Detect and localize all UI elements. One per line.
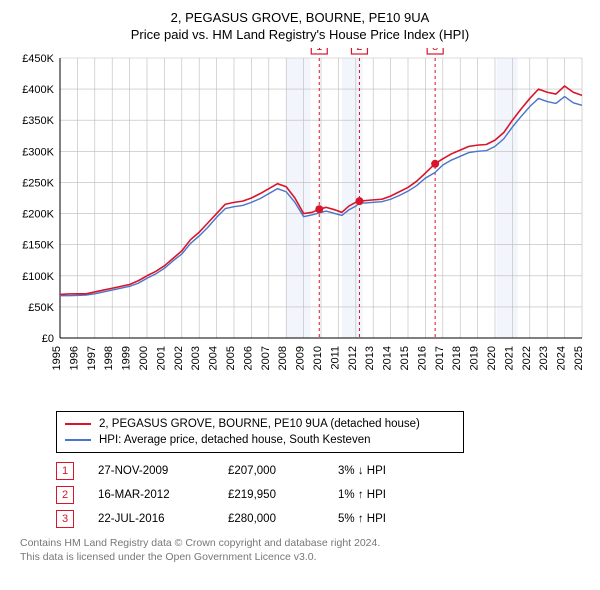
svg-text:£200K: £200K: [22, 209, 54, 221]
sale-badge: 1: [56, 462, 74, 480]
legend-label: 2, PEGASUS GROVE, BOURNE, PE10 9UA (deta…: [99, 418, 420, 430]
svg-text:2009: 2009: [295, 346, 307, 370]
title-block: 2, PEGASUS GROVE, BOURNE, PE10 9UA Price…: [10, 10, 590, 42]
svg-text:2001: 2001: [155, 346, 167, 370]
legend-box: 2, PEGASUS GROVE, BOURNE, PE10 9UA (deta…: [56, 411, 464, 453]
legend-label: HPI: Average price, detached house, Sout…: [99, 434, 371, 446]
legend-swatch: [65, 423, 91, 425]
footer-attribution: Contains HM Land Registry data © Crown c…: [20, 537, 590, 564]
legend-swatch: [65, 439, 91, 441]
chart-container: 2, PEGASUS GROVE, BOURNE, PE10 9UA Price…: [0, 0, 600, 572]
svg-text:£100K: £100K: [22, 271, 54, 283]
sale-badge: 3: [56, 510, 74, 528]
sale-row: 3 22-JUL-2016£280,0005% ↑ HPI: [56, 507, 536, 531]
svg-text:£450K: £450K: [22, 53, 54, 65]
svg-text:2018: 2018: [451, 346, 463, 370]
sale-price: £207,000: [228, 465, 338, 477]
svg-text:2010: 2010: [312, 346, 324, 370]
svg-text:£300K: £300K: [22, 146, 54, 158]
footer-line-2: This data is licensed under the Open Gov…: [20, 551, 590, 565]
svg-text:£350K: £350K: [22, 115, 54, 127]
svg-text:2017: 2017: [434, 346, 446, 370]
svg-text:2025: 2025: [573, 346, 585, 370]
svg-text:2011: 2011: [329, 346, 341, 370]
svg-text:2012: 2012: [347, 346, 359, 370]
svg-text:2: 2: [356, 48, 362, 53]
svg-text:3: 3: [432, 48, 438, 53]
svg-text:2021: 2021: [503, 346, 515, 370]
svg-text:£0: £0: [42, 333, 54, 345]
svg-text:2024: 2024: [556, 346, 568, 370]
svg-text:1: 1: [316, 48, 322, 53]
sale-delta: 5% ↑ HPI: [338, 513, 448, 525]
sales-table: 1 27-NOV-2009£207,0003% ↓ HPI 2 16-MAR-2012…: [56, 459, 536, 531]
footer-line-1: Contains HM Land Registry data © Crown c…: [20, 537, 590, 551]
title-line-2: Price paid vs. HM Land Registry's House …: [10, 27, 590, 42]
svg-text:2014: 2014: [382, 346, 394, 370]
sale-price: £219,950: [228, 489, 338, 501]
svg-text:1998: 1998: [103, 346, 115, 370]
svg-text:£250K: £250K: [22, 177, 54, 189]
svg-text:2008: 2008: [277, 346, 289, 370]
sale-row: 1 27-NOV-2009£207,0003% ↓ HPI: [56, 459, 536, 483]
sale-price: £280,000: [228, 513, 338, 525]
sale-date: 16-MAR-2012: [98, 489, 228, 501]
chart-area: £0 £50K £100K £150K £200K £250K £300K £350K £400…: [10, 48, 590, 403]
sale-date: 22-JUL-2016: [98, 513, 228, 525]
svg-text:1999: 1999: [121, 346, 133, 370]
svg-text:2015: 2015: [399, 346, 411, 370]
svg-text:2016: 2016: [416, 346, 428, 370]
sale-row: 2 16-MAR-2012£219,9501% ↑ HPI: [56, 483, 536, 507]
svg-text:2003: 2003: [190, 346, 202, 370]
sale-delta: 3% ↓ HPI: [338, 465, 448, 477]
line-chart-svg: £0 £50K £100K £150K £200K £250K £300K £350K £400…: [10, 48, 590, 398]
sale-date: 27-NOV-2009: [98, 465, 228, 477]
svg-text:2019: 2019: [469, 346, 481, 370]
svg-text:£50K: £50K: [28, 302, 54, 314]
svg-text:2013: 2013: [364, 346, 376, 370]
sale-badge: 2: [56, 486, 74, 504]
svg-text:£150K: £150K: [22, 240, 54, 252]
svg-text:2004: 2004: [208, 346, 220, 370]
svg-text:2022: 2022: [521, 346, 533, 370]
svg-text:1995: 1995: [51, 346, 63, 370]
legend-row: 2, PEGASUS GROVE, BOURNE, PE10 9UA (deta…: [65, 416, 455, 432]
svg-text:2023: 2023: [538, 346, 550, 370]
sale-delta: 1% ↑ HPI: [338, 489, 448, 501]
svg-text:2000: 2000: [138, 346, 150, 370]
svg-text:1997: 1997: [86, 346, 98, 370]
svg-text:2002: 2002: [173, 346, 185, 370]
svg-text:2006: 2006: [242, 346, 254, 370]
svg-text:2007: 2007: [260, 346, 272, 370]
svg-text:1996: 1996: [68, 346, 80, 370]
svg-text:£400K: £400K: [22, 84, 54, 96]
title-line-1: 2, PEGASUS GROVE, BOURNE, PE10 9UA: [10, 10, 590, 25]
legend-row: HPI: Average price, detached house, Sout…: [65, 432, 455, 448]
svg-text:2005: 2005: [225, 346, 237, 370]
svg-text:2020: 2020: [486, 346, 498, 370]
